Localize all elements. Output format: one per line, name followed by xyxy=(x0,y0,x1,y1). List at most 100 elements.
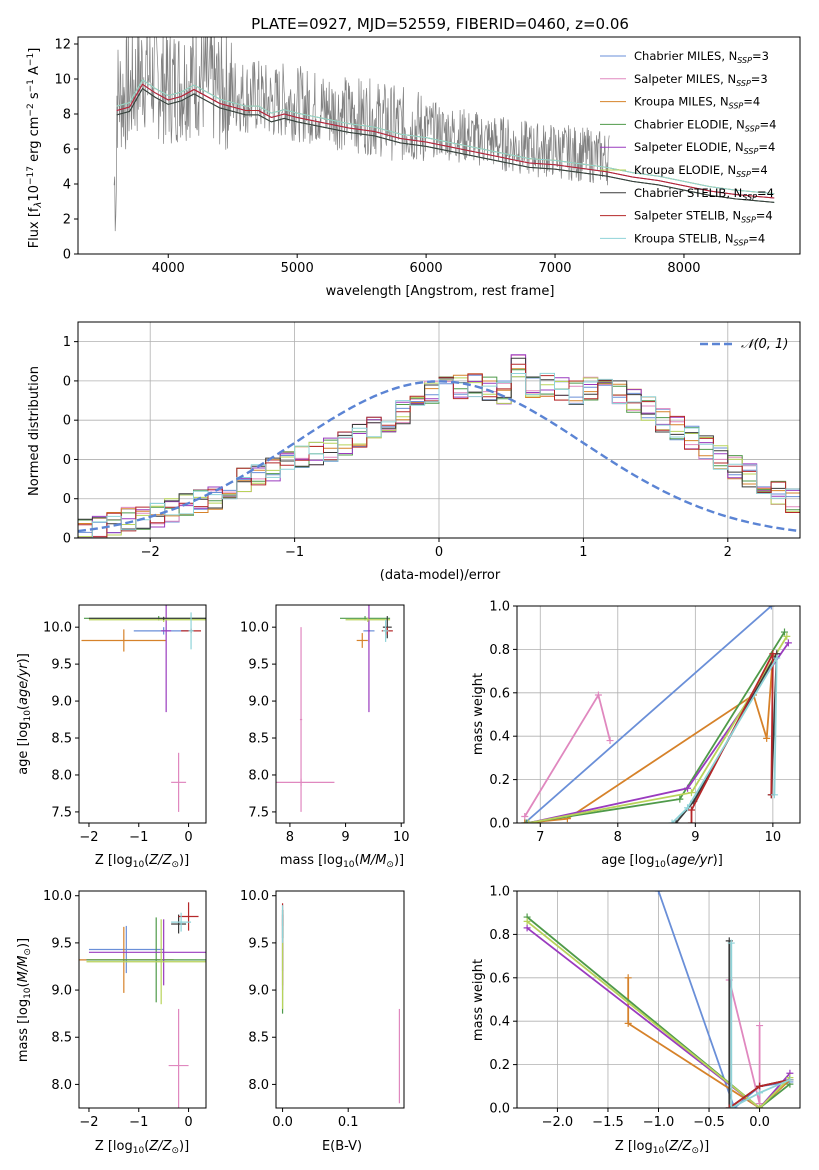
x-tick-label: 4000 xyxy=(152,261,185,276)
mass-weight-marker xyxy=(687,789,695,797)
x-tick-label: −2 xyxy=(79,1115,98,1130)
massweight-vs-age-xlabel: age [log10(age/yr)] xyxy=(601,853,723,870)
axes-frame xyxy=(516,605,801,824)
y-tick-label: 7.5 xyxy=(248,805,269,820)
x-tick-label: −0.5 xyxy=(693,1115,725,1130)
mass-weight-marker xyxy=(687,806,695,814)
mass-vs-z-panel: mass [log10(M/M⊙)] Z [log10(Z/Z⊙)] −2 −1 0… xyxy=(16,889,207,1156)
spectrum-xlabel: wavelength [Angstrom, rest frame] xyxy=(326,284,555,299)
plot-area xyxy=(81,605,206,812)
x-tick-label: −1 xyxy=(129,830,148,845)
mass-weight-marker xyxy=(684,784,692,792)
histogram-step xyxy=(78,372,800,538)
mass-vs-ebv-xlabel: E(B-V) xyxy=(322,1139,362,1154)
model-spectrum-line xyxy=(116,83,775,199)
y-tick-label: 0.6 xyxy=(489,971,510,986)
massweight-vs-age-ylabel: mass weight xyxy=(471,673,486,755)
mass-weight-marker xyxy=(676,795,684,803)
axes-frame xyxy=(77,36,801,255)
histogram-step xyxy=(78,369,800,538)
axes-frame xyxy=(77,321,801,539)
mass-weight-marker xyxy=(769,650,777,658)
y-tick-label: 0.4 xyxy=(489,730,510,745)
y-tick-label: 12 xyxy=(54,38,71,53)
y-tick-label: 0.2 xyxy=(489,773,510,788)
axes-frame xyxy=(275,604,405,824)
x-tick-label: 0.0 xyxy=(272,1115,293,1130)
y-tick-label: 0 xyxy=(63,453,71,468)
y-tick-label: 8.0 xyxy=(248,1078,269,1093)
x-tick-label: 9 xyxy=(341,830,349,845)
y-tick-label: 8.0 xyxy=(51,1078,72,1093)
mass-weight-marker xyxy=(727,939,735,947)
y-tick-label: 9.5 xyxy=(51,658,72,673)
y-tick-label: 1 xyxy=(63,335,71,350)
mass-weight-marker xyxy=(606,737,614,745)
mass-weight-line xyxy=(657,891,791,1108)
mass-weight-marker xyxy=(783,632,791,640)
y-tick-label: 9.0 xyxy=(248,695,269,710)
x-tick-label: 0 xyxy=(184,830,192,845)
x-tick-label: −1.0 xyxy=(643,1115,675,1130)
y-tick-label: 8.5 xyxy=(51,1031,72,1046)
residuals-panel: Normed distribution (data-model)/error −… xyxy=(27,321,801,583)
mass-weight-line xyxy=(526,631,786,823)
y-tick-label: 10.0 xyxy=(43,889,72,904)
massweight-vs-z-ylabel: mass weight xyxy=(471,959,486,1041)
legend-label: Salpeter MILES, NSSP=3 xyxy=(634,72,768,88)
y-tick-label: 9.0 xyxy=(51,984,72,999)
y-tick-label: 7.5 xyxy=(51,805,72,820)
mass-weight-line xyxy=(728,979,761,1104)
plot-area xyxy=(79,902,206,1108)
axes-frame xyxy=(78,604,207,824)
model-spectrum-line xyxy=(116,79,775,195)
y-tick-label: 1.0 xyxy=(489,885,510,900)
plot-area xyxy=(521,606,792,823)
mass-weight-marker xyxy=(523,924,531,932)
mass-weight-marker xyxy=(687,819,695,823)
x-tick-label: 7 xyxy=(536,830,544,845)
axes-frame xyxy=(275,890,405,1109)
residuals-xlabel: (data-model)/error xyxy=(380,568,501,583)
y-tick-label: 0.0 xyxy=(489,817,510,832)
mass-weight-marker xyxy=(523,917,531,925)
x-tick-label: 8000 xyxy=(667,261,700,276)
legend-label: Chabrier STELIB, NSSP=4 xyxy=(634,186,774,202)
x-tick-label: 1 xyxy=(579,545,587,560)
x-tick-label: 7000 xyxy=(538,261,571,276)
histogram-step xyxy=(78,357,800,538)
y-tick-label: 8.5 xyxy=(248,732,269,747)
y-tick-label: 1.0 xyxy=(489,600,510,615)
legend-label: Kroupa ELODIE, NSSP=4 xyxy=(634,163,768,179)
y-tick-label: 10.0 xyxy=(43,621,72,636)
legend-label: 𝒩(0, 1) xyxy=(741,337,788,352)
y-tick-label: 10 xyxy=(54,73,71,88)
mass-weight-marker xyxy=(770,791,778,799)
y-tick-label: 0 xyxy=(63,374,71,389)
mass-weight-line xyxy=(671,654,778,823)
plot-area xyxy=(113,37,775,232)
mass-weight-marker xyxy=(727,1104,735,1108)
mass-weight-marker xyxy=(594,691,602,699)
mass-weight-marker xyxy=(684,804,692,812)
mass-weight-marker xyxy=(525,819,533,823)
y-tick-label: 10.0 xyxy=(240,621,269,636)
y-tick-label: 8.0 xyxy=(248,768,269,783)
y-tick-label: 9.5 xyxy=(51,936,72,951)
x-tick-label: −1.5 xyxy=(592,1115,624,1130)
massweight-vs-z-panel: mass weight Z [log10(Z/Z⊙)] −2.0 −1.5 −1.0… xyxy=(471,885,801,1156)
age-vs-mass-panel: mass [log10(M/M⊙)] 8 9 10 7.5 8.0 8.5 9.0 9.5 10… xyxy=(240,604,409,870)
y-tick-label: 10.0 xyxy=(240,889,269,904)
mass-weight-marker xyxy=(756,1022,764,1030)
legend: Chabrier MILES, NSSP=3 Salpeter MILES, NS… xyxy=(600,49,776,247)
mass-weight-line xyxy=(528,642,790,823)
mass-weight-line xyxy=(526,920,791,1108)
y-tick-label: 0.2 xyxy=(489,1058,510,1073)
axes-frame xyxy=(78,890,207,1109)
y-tick-label: 0 xyxy=(63,532,71,547)
massweight-vs-age-panel: mass weight age [log10(age/yr)] 7 8 9 10 0.0… xyxy=(471,600,801,870)
age-vs-z-xlabel: Z [log10(Z/Z⊙)] xyxy=(95,853,189,870)
y-tick-label: 0.8 xyxy=(489,643,510,658)
legend-label: Salpeter STELIB, NSSP=4 xyxy=(634,209,773,225)
